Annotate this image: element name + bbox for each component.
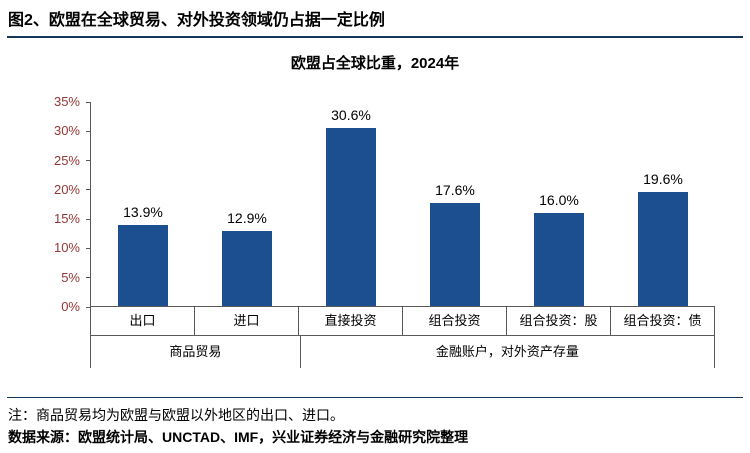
category-label: 出口 <box>91 307 195 335</box>
y-tick-mark <box>86 130 90 132</box>
y-axis: 0% 5% 10% 15% 20% 25% 30% 35% <box>28 95 90 314</box>
group-label: 商品贸易 <box>91 336 301 368</box>
bar-value-label: 16.0% <box>539 191 579 208</box>
category-label: 组合投资 <box>403 307 507 335</box>
bar-value-label: 19.6% <box>643 170 683 187</box>
y-tick-mark <box>86 160 90 162</box>
category-label: 组合投资：股 <box>507 307 611 335</box>
y-tick-label: 20% <box>53 181 80 197</box>
bar-slot: 12.9% <box>195 102 299 306</box>
plot-row: 0% 5% 10% 15% 20% 25% 30% 35% 13.9% 12.9% 30.6% 17… <box>28 95 715 314</box>
bar-4 <box>534 212 584 306</box>
category-row: 出口 进口 直接投资 组合投资 组合投资：股 组合投资：债 <box>91 307 714 336</box>
chart-area: 0% 5% 10% 15% 20% 25% 30% 35% 13.9% 12.9% 30.6% 17… <box>28 95 715 368</box>
footnote: 注：商品贸易均为欧盟与欧盟以外地区的出口、进口。 <box>8 407 344 423</box>
bar-1 <box>222 230 272 306</box>
chart-title: 欧盟占全球比重，2024年 <box>290 55 460 72</box>
y-tick-label: 5% <box>61 269 80 285</box>
y-tick-label: 10% <box>53 240 80 256</box>
data-source: 数据来源：欧盟统计局、UNCTAD、IMF，兴业证券经济与金融研究院整理 <box>8 429 469 445</box>
bar-value-label: 12.9% <box>227 209 267 226</box>
figure-title: 图2、欧盟在全球贸易、对外投资领域仍占据一定比例 <box>8 12 385 29</box>
y-tick-mark <box>86 306 90 308</box>
bar-value-label: 17.6% <box>435 182 475 199</box>
y-tick-label: 35% <box>53 94 80 109</box>
bar-3 <box>430 203 480 306</box>
bar-slot: 13.9% <box>91 102 195 306</box>
y-tick-label: 25% <box>53 152 80 168</box>
bar-value-label: 30.6% <box>331 106 371 123</box>
group-label: 金融账户，对外资产存量 <box>435 344 579 359</box>
y-tick-label: 15% <box>53 211 80 227</box>
footer-divider <box>7 397 743 398</box>
bar-0 <box>118 224 168 306</box>
bar-value-label: 13.9% <box>123 203 163 220</box>
y-tick-mark <box>86 189 90 191</box>
bar-slot: 16.0% <box>507 102 611 306</box>
category-label: 组合投资：债 <box>623 313 702 328</box>
y-tick-mark <box>86 218 90 220</box>
category-label: 直接投资 <box>299 307 403 335</box>
bar-5 <box>638 191 688 306</box>
bar-slot: 19.6% <box>611 102 715 306</box>
y-tick-mark <box>86 247 90 249</box>
title-divider <box>7 36 743 38</box>
bar-slot: 30.6% <box>299 102 403 306</box>
y-tick-label: 0% <box>61 299 80 314</box>
y-tick-mark <box>86 277 90 279</box>
category-label: 进口 <box>195 307 299 335</box>
group-row: 商品贸易 金融账户，对外资产存量 <box>91 336 714 368</box>
bar-2 <box>326 127 376 306</box>
plot-area: 13.9% 12.9% 30.6% 17.6% 16.0% 19.6% <box>90 102 715 307</box>
y-tick-mark <box>86 101 90 103</box>
y-tick-label: 30% <box>53 123 80 139</box>
x-axis-table: 出口 进口 直接投资 组合投资 组合投资：股 组合投资：债 商品贸易 金融账户，对外资产存量 <box>90 307 715 368</box>
bar-slot: 17.6% <box>403 102 507 306</box>
